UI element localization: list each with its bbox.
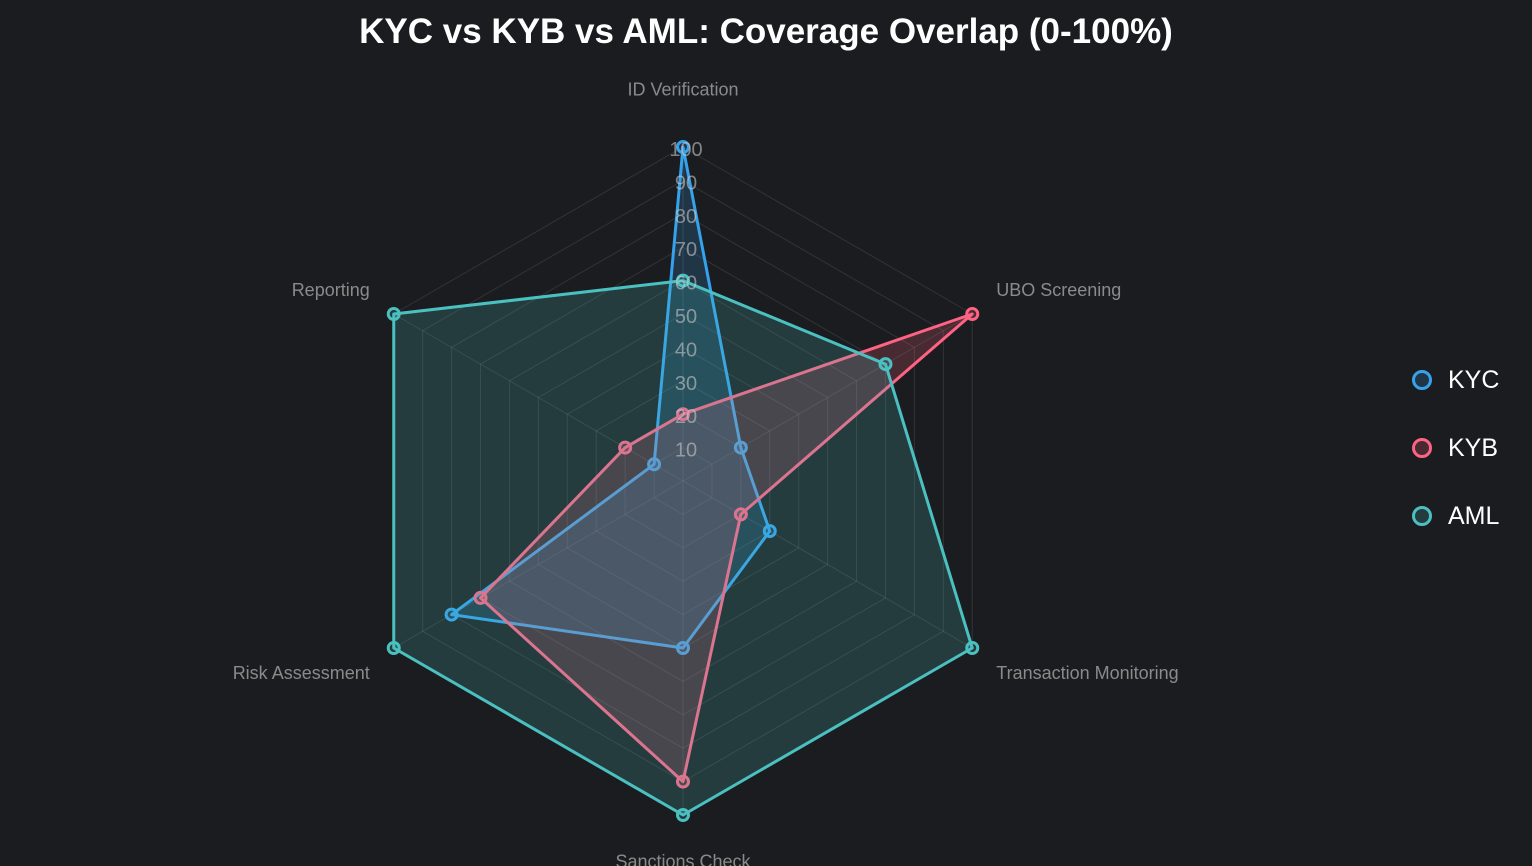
grid-spoke (393, 480, 684, 649)
tick-label: 70 (675, 239, 697, 261)
legend-item-kyc[interactable]: KYC (1412, 346, 1499, 414)
legend: KYC KYB AML (1412, 346, 1499, 550)
data-point-aml (676, 808, 690, 822)
data-point-kyb (676, 774, 690, 789)
tick-label: 100 (669, 139, 702, 161)
data-point-kyb (676, 407, 690, 422)
data-point-kyc (444, 607, 459, 622)
data-point-kyb (618, 440, 633, 455)
legend-marker-icon (1412, 438, 1432, 458)
tick-label: 90 (675, 172, 697, 194)
grid-spoke (393, 313, 684, 482)
data-point-kyb (733, 507, 748, 522)
series-area-aml (392, 279, 974, 817)
data-point-aml (878, 357, 893, 372)
legend-marker-icon (1412, 370, 1432, 390)
legend-item-kyb[interactable]: KYB (1412, 414, 1499, 482)
tick-label: 20 (675, 406, 697, 428)
legend-marker-icon (1412, 506, 1432, 526)
category-label: UBO Screening (996, 280, 1121, 300)
series-area-kyb (479, 312, 974, 784)
data-point-kyc (676, 641, 690, 655)
data-point-kyb (965, 307, 980, 321)
data-point-aml (386, 307, 401, 321)
data-point-kyb (473, 590, 488, 605)
grid-spoke (682, 313, 973, 482)
category-label: ID Verification (627, 79, 738, 99)
category-label: Sanctions Check (615, 852, 751, 866)
grid-ring (451, 213, 915, 749)
tick-label: 40 (675, 339, 697, 361)
data-point-kyc (647, 457, 662, 472)
tick-label: 10 (675, 440, 697, 462)
grid-ring (566, 346, 800, 616)
data-point-aml (386, 641, 401, 655)
data-point-kyc (762, 524, 777, 539)
category-label: Risk Assessment (233, 663, 370, 683)
data-point-aml (676, 273, 690, 288)
legend-label: KYC (1448, 365, 1500, 394)
grid-spoke (682, 480, 973, 649)
category-label: Reporting (292, 280, 370, 300)
tick-label: 60 (675, 273, 697, 295)
tick-label: 50 (675, 306, 697, 328)
tick-label: 30 (675, 373, 697, 395)
legend-label: AML (1448, 501, 1500, 530)
series-area-kyc (450, 145, 772, 650)
data-point-aml (965, 641, 980, 655)
data-point-kyc (733, 440, 748, 455)
legend-label: KYB (1448, 433, 1499, 462)
category-label: Transaction Monitoring (996, 663, 1178, 683)
grid-ring (595, 380, 771, 582)
chart-title: KYC vs KYB vs AML: Coverage Overlap (0-1… (359, 12, 1173, 51)
grid-ring (508, 280, 858, 682)
legend-item-aml[interactable]: AML (1412, 482, 1499, 550)
tick-label: 80 (675, 206, 697, 228)
data-point-kyc (676, 140, 690, 154)
